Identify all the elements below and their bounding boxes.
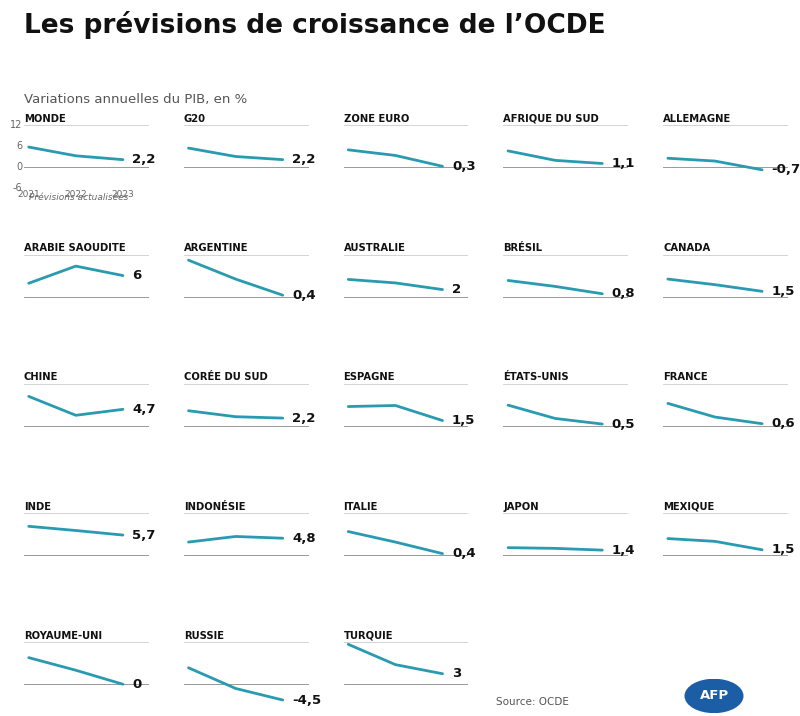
Text: Les prévisions de croissance de l’OCDE: Les prévisions de croissance de l’OCDE xyxy=(24,11,606,39)
Text: ARGENTINE: ARGENTINE xyxy=(184,243,248,253)
Text: 2022: 2022 xyxy=(65,190,87,199)
Text: 0,4: 0,4 xyxy=(452,547,475,560)
Text: ALLEMAGNE: ALLEMAGNE xyxy=(663,114,731,124)
Text: CHINE: CHINE xyxy=(24,372,58,382)
Text: AUSTRALIE: AUSTRALIE xyxy=(343,243,406,253)
Text: Variations annuelles du PIB, en %: Variations annuelles du PIB, en % xyxy=(24,93,247,106)
Text: AFP: AFP xyxy=(699,690,729,702)
Text: RUSSIE: RUSSIE xyxy=(184,631,224,641)
Text: 5,7: 5,7 xyxy=(132,528,156,541)
Text: BRÉSIL: BRÉSIL xyxy=(503,243,542,253)
Text: CORÉE DU SUD: CORÉE DU SUD xyxy=(184,372,267,382)
Text: 1,5: 1,5 xyxy=(452,414,475,427)
Text: 2023: 2023 xyxy=(111,190,134,199)
Text: 0,4: 0,4 xyxy=(292,289,316,301)
Text: 1,1: 1,1 xyxy=(612,157,635,170)
Text: CANADA: CANADA xyxy=(663,243,710,253)
Text: 2,2: 2,2 xyxy=(292,412,315,425)
Text: 4,8: 4,8 xyxy=(292,532,316,545)
Text: 0,6: 0,6 xyxy=(771,417,795,430)
Text: TURQUIE: TURQUIE xyxy=(343,631,393,641)
Circle shape xyxy=(685,679,743,712)
Text: 2: 2 xyxy=(452,283,461,296)
Text: -0,7: -0,7 xyxy=(771,163,800,176)
Text: 2,2: 2,2 xyxy=(292,153,315,166)
Text: 1,5: 1,5 xyxy=(771,285,795,298)
Text: MONDE: MONDE xyxy=(24,114,66,124)
Text: 12: 12 xyxy=(10,120,22,130)
Text: G20: G20 xyxy=(184,114,206,124)
Text: JAPON: JAPON xyxy=(503,501,539,511)
Text: 3: 3 xyxy=(452,667,461,680)
Text: Prévisions actualisées: Prévisions actualisées xyxy=(29,193,128,202)
Text: ÉTATS-UNIS: ÉTATS-UNIS xyxy=(503,372,569,382)
Text: 0: 0 xyxy=(132,678,142,691)
Text: ARABIE SAOUDITE: ARABIE SAOUDITE xyxy=(24,243,126,253)
Text: 0,8: 0,8 xyxy=(612,287,635,300)
Text: 1,5: 1,5 xyxy=(771,543,795,556)
Text: -4,5: -4,5 xyxy=(292,694,322,707)
Text: AFRIQUE DU SUD: AFRIQUE DU SUD xyxy=(503,114,599,124)
Text: ITALIE: ITALIE xyxy=(343,501,378,511)
Text: 0: 0 xyxy=(16,163,22,173)
Text: FRANCE: FRANCE xyxy=(663,372,708,382)
Text: -6: -6 xyxy=(13,183,22,193)
Text: 4,7: 4,7 xyxy=(132,403,156,416)
Text: ESPAGNE: ESPAGNE xyxy=(343,372,395,382)
Text: 2,2: 2,2 xyxy=(132,153,156,166)
Text: 6: 6 xyxy=(16,141,22,151)
Text: 2021: 2021 xyxy=(18,190,40,199)
Text: 1,4: 1,4 xyxy=(612,543,635,556)
Text: INDE: INDE xyxy=(24,501,51,511)
Text: ZONE EURO: ZONE EURO xyxy=(343,114,409,124)
Text: 6: 6 xyxy=(132,269,142,282)
Text: 0,3: 0,3 xyxy=(452,160,475,173)
Text: MEXIQUE: MEXIQUE xyxy=(663,501,714,511)
Text: INDONÉSIE: INDONÉSIE xyxy=(184,501,246,511)
Text: ROYAUME-UNI: ROYAUME-UNI xyxy=(24,631,102,641)
Text: 0,5: 0,5 xyxy=(612,417,635,430)
Text: Source: OCDE: Source: OCDE xyxy=(496,697,569,707)
